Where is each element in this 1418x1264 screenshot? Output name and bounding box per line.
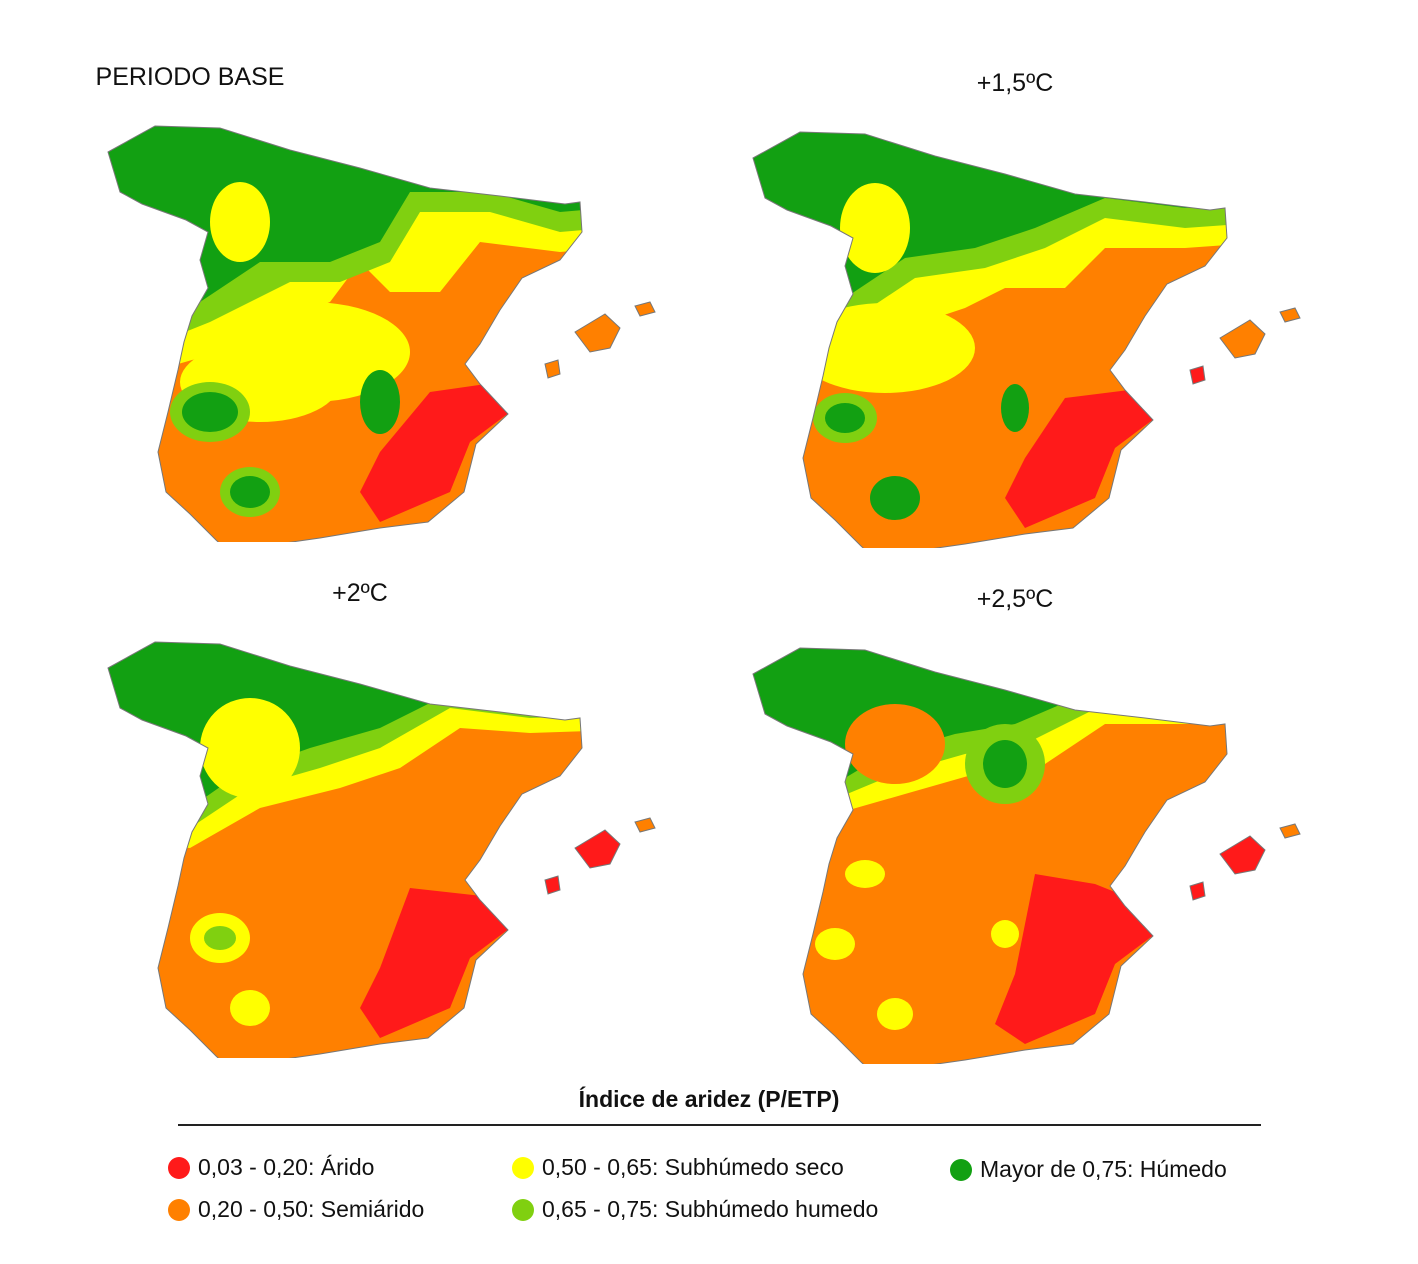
humid-patch <box>870 476 920 520</box>
arid-region <box>995 874 1155 1044</box>
panel-title: +2,5ºC <box>976 585 1054 613</box>
dry-subhumid-patch <box>230 990 270 1026</box>
coastline <box>107 125 583 542</box>
dry-subhumid-patch <box>210 182 270 262</box>
coastline <box>752 647 1228 1064</box>
dry-subhumid-patch <box>991 920 1019 948</box>
mallorca-island <box>574 313 621 353</box>
dry-subhumid-patch <box>200 698 300 798</box>
arid-region <box>360 888 510 1038</box>
legend-label: 0,20 - 0,50: Semiárido <box>198 1196 425 1222</box>
aridity-map <box>107 125 656 542</box>
menorca-island <box>1279 823 1301 839</box>
aridity-map <box>752 131 1301 548</box>
humid-patch <box>360 370 400 434</box>
map-panel-plus-2-5: +2,5ºC <box>705 584 1325 1064</box>
legend-divider <box>178 1124 1261 1126</box>
menorca-island <box>634 301 656 317</box>
arid-region <box>360 382 510 522</box>
ibiza-island <box>1189 365 1206 385</box>
coastline <box>107 641 583 1058</box>
panel-title: +2ºC <box>332 579 388 607</box>
menorca-island <box>634 817 656 833</box>
ibiza-island <box>544 359 561 379</box>
humid-patch <box>983 740 1027 788</box>
legend-item-arid: 0,03 - 0,20: Árido <box>168 1154 374 1181</box>
mallorca-island <box>1219 835 1266 875</box>
map-panel-base: PERIODO BASE <box>60 62 680 542</box>
aridity-map <box>752 647 1301 1064</box>
legend-label: 0,65 - 0,75: Subhúmedo humedo <box>542 1196 879 1222</box>
legend-label: 0,50 - 0,65: Subhúmedo seco <box>542 1154 844 1180</box>
panel-title: +1,5ºC <box>976 69 1054 97</box>
humid-patch <box>1001 384 1029 432</box>
yellow-dot-icon <box>512 1156 534 1179</box>
legend-item-semiarid: 0,20 - 0,50: Semiárido <box>168 1196 424 1223</box>
red-dot-icon <box>168 1156 190 1179</box>
orange-dot-icon <box>168 1198 190 1221</box>
panel-title: PERIODO BASE <box>95 63 285 91</box>
dry-subhumid-patch <box>840 183 910 273</box>
dry-subhumid-patch <box>877 998 913 1030</box>
menorca-island <box>1279 307 1301 323</box>
green-dot-icon <box>950 1158 972 1181</box>
aridity-map <box>107 641 656 1058</box>
coastline <box>752 131 1228 548</box>
moist-subhumid-patch <box>204 926 236 950</box>
semiarid-patch <box>845 704 945 784</box>
map-panel-plus-2: +2ºC <box>60 578 680 1058</box>
mallorca-island <box>574 829 621 869</box>
legend-title: Índice de aridez (P/ETP) <box>578 1086 840 1112</box>
legend-item-moist-subhumid: 0,65 - 0,75: Subhúmedo humedo <box>512 1196 878 1223</box>
humid-patch <box>182 392 238 432</box>
mallorca-island <box>1219 319 1266 359</box>
light-green-dot-icon <box>512 1198 534 1221</box>
arid-region <box>1005 388 1155 528</box>
ibiza-island <box>544 875 561 895</box>
legend-label: 0,03 - 0,20: Árido <box>198 1154 375 1180</box>
humid-patch <box>230 476 270 508</box>
legend-item-humid: Mayor de 0,75: Húmedo <box>950 1156 1227 1183</box>
map-panel-plus-1-5: +1,5ºC <box>705 68 1325 548</box>
legend-item-dry-subhumid: 0,50 - 0,65: Subhúmedo seco <box>512 1154 844 1181</box>
humid-patch <box>825 403 865 433</box>
legend-label: Mayor de 0,75: Húmedo <box>980 1156 1227 1182</box>
dry-subhumid-patch <box>815 928 855 960</box>
dry-subhumid-region <box>795 303 975 393</box>
dry-subhumid-patch <box>845 860 885 888</box>
ibiza-island <box>1189 881 1206 901</box>
